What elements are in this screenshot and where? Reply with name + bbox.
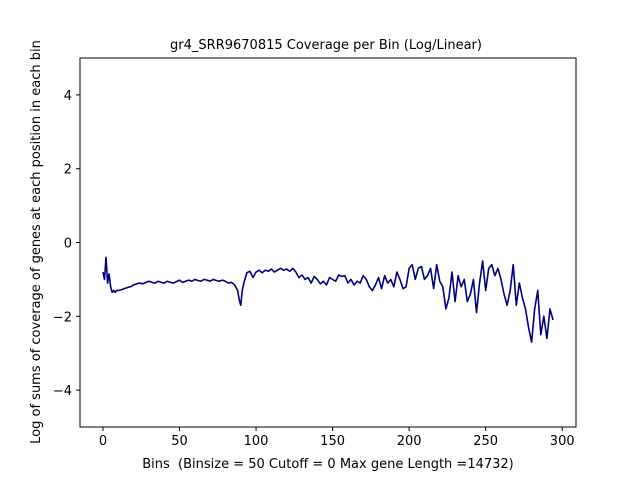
- y-axis-label: Log of sums of coverage of genes at each…: [29, 40, 44, 444]
- x-tick-label: 0: [99, 434, 107, 449]
- x-tick-label: 50: [171, 434, 188, 449]
- series-layer: [102, 256, 554, 343]
- y-tick-label: −2: [53, 310, 72, 325]
- chart-title: gr4_SRR9670815 Coverage per Bin (Log/Lin…: [170, 38, 482, 53]
- coverage-series-line: [102, 256, 554, 343]
- axis-ticks: 0 50 100 150 200 250 300 −4 −2 0 2 4: [53, 89, 575, 449]
- x-tick-label: 250: [473, 434, 498, 449]
- x-axis-label: Bins (Binsize = 50 Cutoff = 0 Max gene L…: [142, 457, 514, 472]
- x-tick-label: 200: [397, 434, 422, 449]
- y-tick-label: −4: [53, 384, 72, 399]
- y-tick-label: 2: [64, 163, 72, 178]
- plot-area-frame: [79, 57, 577, 428]
- x-tick-label: 100: [244, 434, 269, 449]
- y-tick-label: 0: [64, 237, 72, 252]
- x-tick-label: 150: [320, 434, 345, 449]
- x-tick-label: 300: [550, 434, 575, 449]
- y-tick-label: 4: [64, 89, 72, 104]
